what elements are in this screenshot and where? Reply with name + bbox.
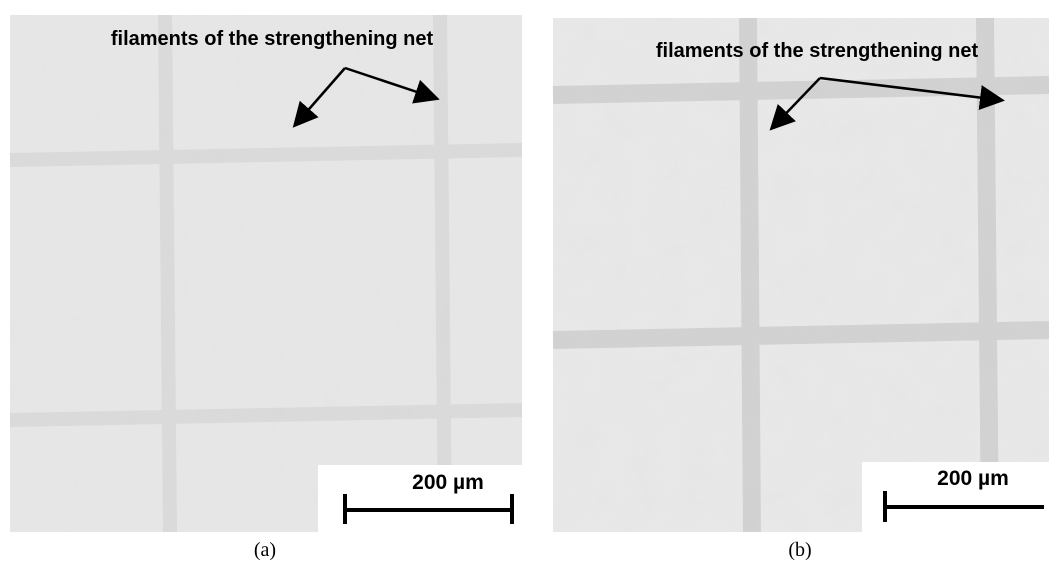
figure: filaments of the strengthening net 200 µ… bbox=[0, 0, 1049, 565]
page: filaments of the strengthening net 200 µ… bbox=[0, 0, 1049, 565]
panel-a: filaments of the strengthening net 200 µ… bbox=[10, 15, 522, 561]
annotation: filaments of the strengthening net bbox=[111, 28, 434, 50]
panel-b: filaments of the strengthening net 200 µ… bbox=[553, 18, 1049, 561]
caption: (b) bbox=[788, 539, 811, 561]
annotation: filaments of the strengthening net bbox=[656, 40, 979, 62]
scale-label: 200 µm bbox=[412, 471, 484, 494]
scale-label: 200 µm bbox=[937, 467, 1009, 490]
caption: (a) bbox=[254, 539, 276, 561]
